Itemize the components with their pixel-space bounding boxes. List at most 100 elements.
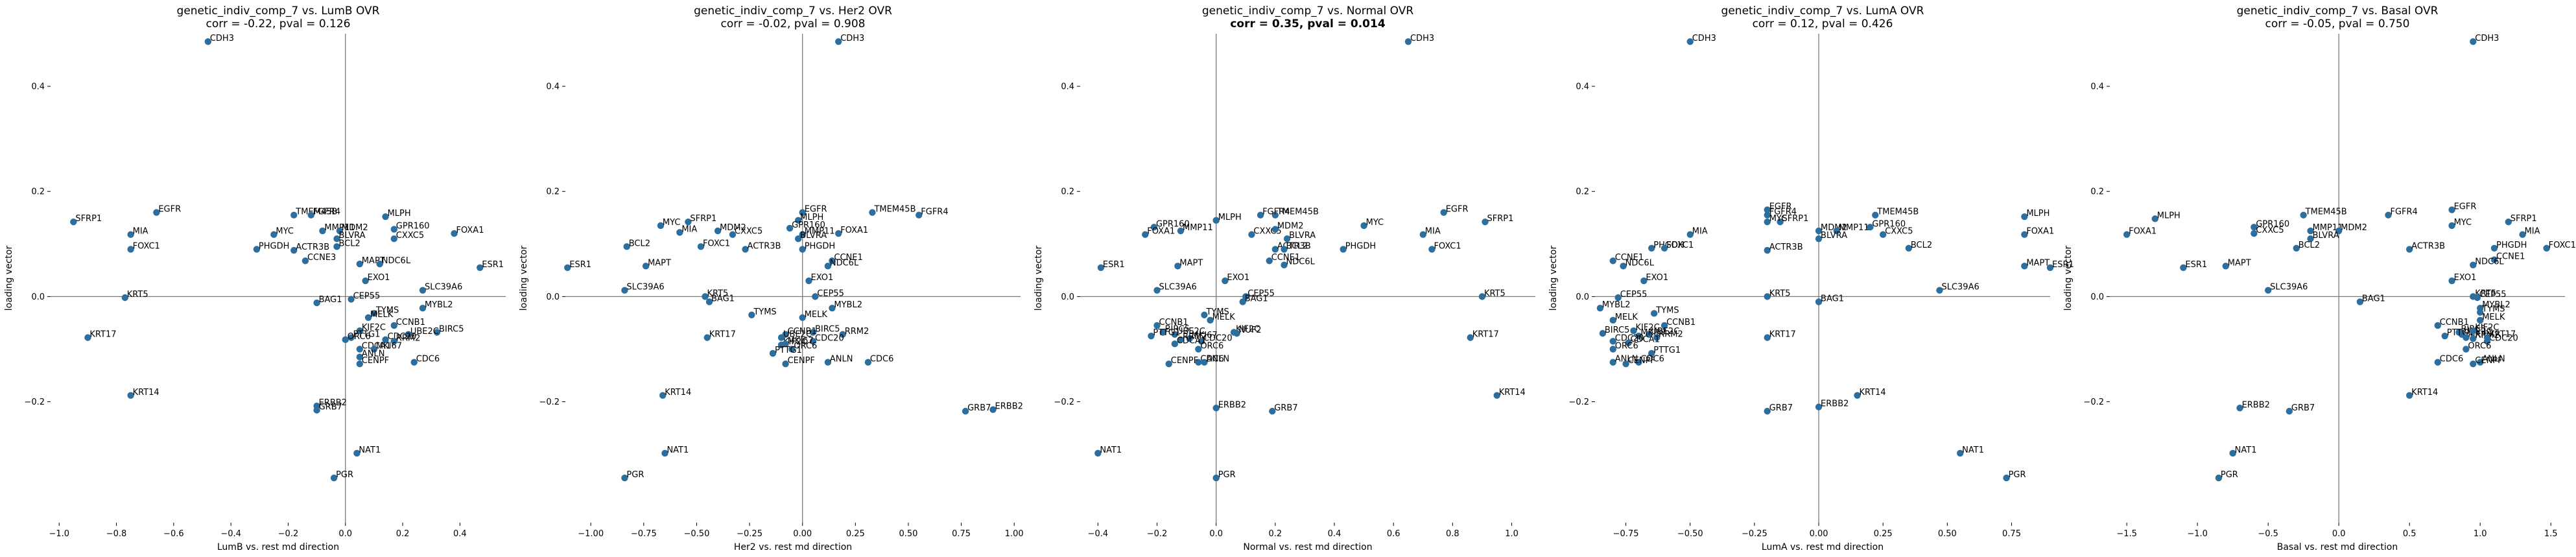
chart-1-point-label: SFRP1	[690, 214, 716, 224]
chart-1-point-mki67	[782, 340, 789, 348]
chart-0-point-mmp11	[319, 227, 326, 235]
chart-1-point-label: KRT14	[665, 388, 691, 397]
chart-1-ytick-label: 0.4	[546, 82, 560, 92]
chart-3-point-bcl2	[1905, 244, 1913, 252]
chart-0-point-birc5	[433, 329, 441, 336]
chart-3-point-label: ERBB2	[1821, 399, 1849, 409]
chart-2-point-label: PHGDH	[1345, 241, 1376, 251]
chart-1-point-fgfr4	[916, 211, 923, 219]
chart-4-point-label: MIA	[2525, 227, 2540, 237]
chart-2-point-label: BLVRA	[1289, 231, 1316, 241]
chart-4-point-ccne1	[2490, 256, 2498, 263]
chart-2-point-slc39a6	[1153, 287, 1161, 294]
chart-2-point-cdc6	[1195, 359, 1202, 366]
chart-2-point-label: CDH3	[1410, 34, 1434, 43]
chart-4-point-pgr	[2215, 474, 2223, 482]
chart-2-point-mki67	[1186, 335, 1193, 342]
chart-0-xtick-label: −1.0	[49, 529, 69, 539]
chart-0-point-label: EXO1	[368, 273, 390, 283]
chart-3-point-foxa1	[2021, 231, 2028, 238]
chart-3-point-esr1	[2046, 264, 2054, 271]
chart-1-xtick-label: 0.75	[952, 529, 971, 539]
chart-3-point-label: CDC20	[1615, 333, 1644, 343]
chart-4-point-grb7	[2286, 407, 2293, 415]
chart-2-xtick-label: 0.8	[1446, 529, 1459, 539]
chart-0-point-label: MYBL2	[425, 300, 453, 310]
chart-2-point-nat1	[1094, 449, 1102, 457]
chart-4-point-label: PGR	[2221, 470, 2238, 480]
chart-4-point-kif2c	[2470, 327, 2477, 335]
chart-1-point-erbb2	[989, 406, 997, 413]
chart-2-point-label: ANLN	[1206, 355, 1229, 364]
chart-2-ytick-label: 0.0	[1061, 292, 1074, 302]
chart-0-point-label: MYC	[276, 227, 294, 237]
chart-3-point-label: GPR160	[1872, 219, 1906, 229]
chart-0-point-label: ANLN	[362, 350, 385, 359]
chart-3-point-label: NAT1	[1962, 445, 1984, 455]
chart-0-point-label: KIF2C	[362, 323, 386, 333]
chart-2-point-label: CENPF	[1171, 356, 1198, 366]
chart-2-point-label: TMEM45B	[1277, 207, 1319, 217]
chart-2-point-label: MLPH	[1218, 213, 1242, 222]
chart-1-point-label: MKI67	[788, 336, 814, 346]
chart-0-point-cep55	[348, 296, 355, 303]
chart-1-point-cep55	[812, 293, 819, 300]
chart-3-point-label: ACTR3B	[1769, 243, 1803, 252]
chart-2-point-label: MYC	[1366, 218, 1384, 228]
chart-0-point-mki67	[370, 346, 378, 353]
chart-1-title: genetic_indiv_comp_7 vs. Her2 OVR	[694, 5, 892, 18]
chart-4-xtick-label: 0.0	[2332, 529, 2346, 539]
chart-2-point-label: GRB7	[1274, 403, 1297, 413]
chart-2-point-label: CEP55	[1247, 289, 1275, 298]
chart-1-point-bcl2	[623, 243, 630, 250]
chart-3-point-fgfr4	[1764, 211, 1771, 219]
chart-3-point-krt14	[1854, 392, 1861, 399]
chart-2-point-label: PTTG1	[1153, 328, 1180, 338]
chart-0-point-label: ACTR3B	[296, 243, 329, 252]
chart-4-point-label: CDC6	[2440, 355, 2463, 364]
chart-3-point-label: PGR	[2009, 470, 2026, 480]
chart-0-title: genetic_indiv_comp_7 vs. LumB OVR	[177, 5, 380, 18]
chart-4-point-label: CENPF	[2475, 356, 2502, 366]
chart-2-point-label: SFRP1	[1487, 214, 1514, 224]
chart-3-point-label: CDCA1	[1631, 335, 1660, 345]
chart-0-point-ube2c	[405, 331, 412, 338]
chart-1-point-label: MELK	[805, 310, 828, 320]
chart-1-xtick-label: −0.25	[737, 529, 762, 539]
chart-0-point-label: ORC6	[348, 332, 371, 342]
chart-2-xtick-label: 0.2	[1269, 529, 1282, 539]
chart-2-point-label: MKI67	[1192, 331, 1218, 340]
chart-4-point-label: PHGDH	[2496, 241, 2527, 250]
chart-2-xtick-label: 0.6	[1387, 529, 1400, 539]
chart-4-point-erbb2	[2236, 405, 2243, 412]
chart-4-xtick-label: −1.5	[2116, 529, 2137, 539]
chart-2-point-foxa1	[1142, 231, 1149, 238]
chart-0-xtick-label: 0.4	[453, 529, 467, 539]
chart-1-point-mmp11	[799, 231, 806, 238]
chart-1-xlabel: Her2 vs. rest md direction	[734, 542, 852, 552]
chart-1-xtick-label: 0.00	[793, 529, 812, 539]
chart-0-point-tyms	[370, 310, 378, 317]
chart-2-point-label: ESR1	[1103, 260, 1125, 270]
chart-1-point-sfrp1	[685, 219, 692, 226]
chart-1-point-label: EXO1	[810, 273, 833, 283]
chart-4-point-label: BCL2	[2298, 241, 2320, 250]
chart-0-point-label: NDC6L	[382, 256, 411, 266]
chart-2-point-cdh3	[1404, 38, 1412, 45]
chart-4-point-bag1	[2356, 298, 2364, 305]
chart-1-point-grb7	[962, 407, 969, 415]
chart-1-point-label: CEP55	[817, 289, 844, 298]
chart-4-point-krt17	[2483, 334, 2491, 341]
chart-0-point-tmem45b	[290, 211, 298, 219]
chart-2-point-gpr160	[1150, 224, 1158, 231]
chart-2-ytick-label: −0.2	[1054, 397, 1074, 407]
chart-1-point-label: FOXC1	[703, 239, 730, 248]
chart-0-point-label: SLC39A6	[425, 283, 462, 292]
chart-4-point-label: CCNB1	[2440, 318, 2469, 327]
chart-1-point-label: TYMS	[753, 307, 776, 317]
chart-4-point-label: GRB7	[2291, 403, 2315, 413]
chart-3-point-label: KRT17	[1769, 330, 1796, 340]
chart-0-point-label: BAG1	[319, 295, 342, 305]
chart-3-point-melk	[1609, 316, 1616, 324]
chart-4-point-label: MDM2	[2341, 223, 2367, 233]
